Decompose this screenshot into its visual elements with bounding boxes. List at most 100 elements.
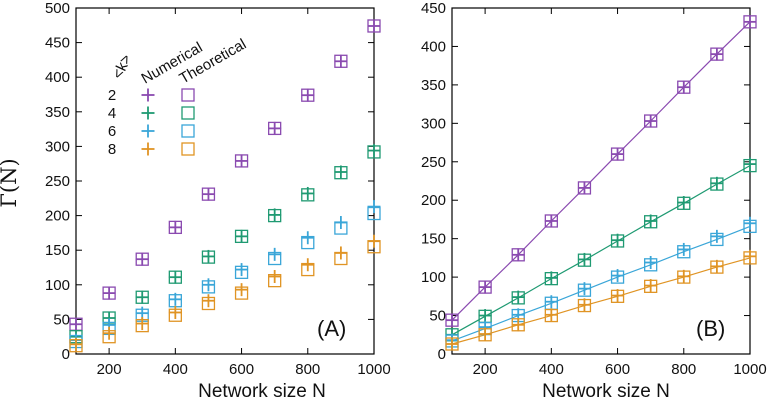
panel-b-numerical-k2-point [644,114,658,128]
panel-a-numerical-k2-point [102,286,116,300]
panel-a-y-tick-label: 0 [62,346,70,363]
panel-b-line-k2 [451,21,751,321]
panel-b-numerical-k8-point [445,337,459,351]
panel-b-numerical-k4-point [478,309,492,323]
panel-a-numerical-k4-point [268,208,282,222]
panel-b-theoretical-k4-point [544,271,558,286]
panel-a-numerical-k8-point [102,326,116,340]
panel-a-theoretical-k6-point [234,265,249,279]
panel-a-theoretical-k8-point [102,330,116,344]
panel-b-theoretical-k8-point [610,289,625,303]
panel-b-numerical-k8-point [710,259,724,273]
panel-a-theoretical-k8-point [367,240,381,254]
panel-b-frame [451,7,751,355]
panel-a-numerical-k6-point [301,231,315,245]
panel-a-x-tick-label: 200 [97,361,122,378]
panel-b-y-tick-label: 250 [421,154,446,171]
panel-b-numerical-k4-point [611,233,625,247]
panel-a-theoretical-k2-point [201,187,216,201]
panel-b-theoretical-k6-point [610,270,625,284]
panel-a-y-tick-label: 100 [45,277,70,294]
panel-a-theoretical-k4-point [334,166,348,180]
panel-b-theoretical-k8-point [577,298,592,313]
y-axis-label: Γ(N) [0,158,21,207]
panel-b-y-tick-label: 400 [421,38,446,55]
panel-a-numerical-k2-point [268,121,282,135]
panel-a-theoretical-k4-point [301,188,315,202]
panel-a-theoretical-k4-point [268,208,282,223]
panel-a-theoretical-k6-point [201,280,216,294]
panel-b-theoretical-k8-point [445,337,459,351]
panel-b-y-tick-label: 300 [421,115,446,132]
panel-b-numerical-k8-point [478,327,492,341]
panel-a-theoretical-k4-point [201,250,216,264]
panel-b-ticks: 200 400 600 800 1000 0 50 100 150 200 250 300 350 400… [421,0,767,378]
panel-b-numerical-k4-point [710,176,724,190]
panel-a-y-tick-label: 450 [45,35,70,52]
panel-b-x-tick-label: 1000 [733,361,766,378]
panel-b-theoretical-k8-point [677,270,691,284]
panel-b-theoretical-k2-point [577,181,592,195]
panel-b-lines [451,21,751,345]
panel-b-numerical-k2-point [710,47,724,61]
panel-a-numerical-k2-point [168,220,182,234]
panel-a-numerical-k4-point [135,290,149,304]
panel-a-theoretical-k4-point [168,270,182,284]
legend-numerical-marker-k2 [141,88,155,102]
panel-b-y-tick-label: 100 [421,269,446,286]
panel-b-y-tick-label: 0 [438,346,446,363]
panel-b-numerical-k8-point [544,308,558,322]
panel-b-numerical-k6-point [743,216,757,230]
legend-k-4: 4 [108,105,116,122]
panel-b-theoretical-k8-point [478,328,492,342]
panel-b-x-tick-label: 600 [605,361,630,378]
legend-numerical-marker-k4 [141,106,155,120]
panel-a-numerical-k8-point [268,269,282,283]
legend-k-6: 6 [108,123,116,140]
panel-a-theoretical-k2-point [334,54,348,68]
panel-b-theoretical-k6-point [677,245,691,259]
panel-b-theoretical-k2-point [610,147,625,161]
panel-a-theoretical-k2-point [234,154,249,168]
panel-a-theoretical-k4-point [234,229,249,244]
panel-a-theoretical-k8-point [201,296,216,311]
panel-b-line-k8 [451,257,751,345]
panel-b-numerical-k2-point [611,147,625,161]
panel-a-theoretical-k6-point [334,221,348,235]
panel-b-theoretical-k2-point [710,47,724,61]
panel-b-theoretical-k2-point [743,15,757,29]
panel-b-theoretical-k6-point [710,232,724,247]
panel-a-theoretical-k2-point [301,88,315,102]
panel-a-numerical-k2-point [334,54,348,68]
panel-a-y-tick-label: 400 [45,69,70,86]
panel-a-numerical-k4-point [201,249,215,263]
panel-a-y-tick-label: 200 [45,208,70,225]
panel-b-theoretical-k8-point [743,251,757,265]
panel-a-theoretical-k8-point [234,286,249,300]
panel-b-y-tick-label: 350 [421,77,446,94]
panel-b-numerical-k2-point [677,80,691,94]
panel-a-y-tick-label: 50 [53,311,70,328]
panel-b-numerical-k8-point [577,298,591,312]
panel-b-theoretical-k6-point [644,258,658,272]
panel-a-theoretical-k2-point [367,19,381,33]
legend-numerical-marker-k8 [141,142,155,156]
panel-b-numerical-k2-point [445,313,459,327]
panel-b-theoretical-k4-point [743,158,757,173]
panel-a-markers [69,19,381,353]
panel-b-numerical-k8-point [511,318,525,332]
panel-a-theoretical-k8-point [135,318,149,333]
panel-a-y-tick-label: 350 [45,104,70,121]
legend-theoretical-marker-k4 [181,106,195,120]
panel-a-theoretical-k2-point [135,252,149,266]
panel-a-theoretical-k2-point [168,220,182,235]
panel-b-y-tick-label: 200 [421,192,446,209]
panel-b-theoretical-k6-point [743,219,757,234]
panel-b-theoretical-k2-point [544,214,558,228]
panel-a-theoretical-k8-point [69,339,83,353]
legend-markers [141,88,195,156]
panel-b-theoretical-k2-point [644,114,658,128]
panel-b-theoretical-k6-point [577,283,592,297]
x-axis-label-b: Network size N [542,381,670,402]
